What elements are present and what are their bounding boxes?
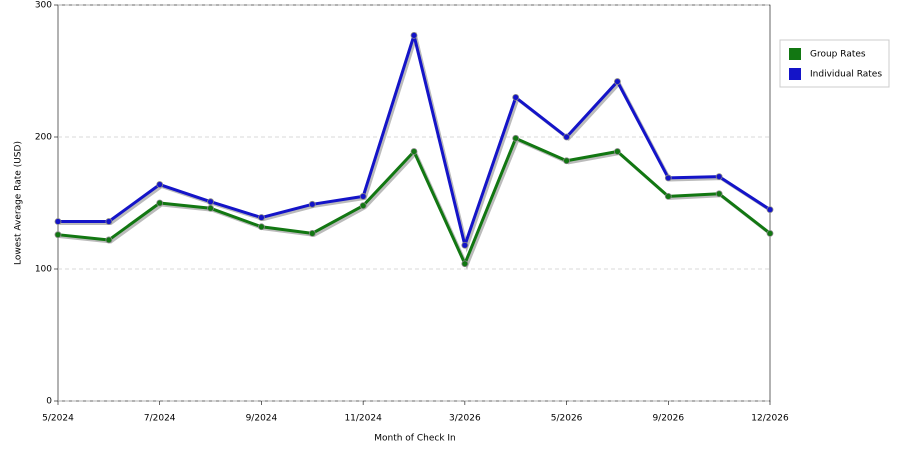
- point: [410, 148, 418, 155]
- legend-label: Individual Rates: [810, 70, 882, 80]
- point: [156, 181, 164, 188]
- x-tick-label: 3/2026: [449, 414, 481, 424]
- y-tick-label: 0: [46, 397, 52, 407]
- point: [207, 198, 214, 206]
- y-axis-label: Lowest Average Rate (USD): [14, 141, 24, 265]
- point: [156, 199, 164, 207]
- point: [54, 231, 62, 239]
- legend-swatch: [789, 68, 801, 80]
- point: [308, 200, 316, 208]
- x-tick-label: 9/2026: [652, 414, 684, 424]
- x-tick-label: 5/2024: [42, 414, 74, 424]
- point: [715, 173, 723, 181]
- x-tick-label: 9/2024: [246, 414, 278, 424]
- point: [715, 190, 723, 198]
- x-tick-label: 11/2024: [344, 414, 382, 424]
- point: [359, 192, 367, 200]
- point: [614, 78, 621, 85]
- x-axis-label: Month of Check In: [374, 434, 456, 444]
- y-tick-label: 200: [35, 133, 52, 143]
- point: [664, 174, 672, 182]
- x-tick-label: 7/2024: [144, 414, 176, 424]
- point: [512, 134, 520, 142]
- point: [664, 192, 672, 200]
- point: [461, 260, 469, 268]
- point: [207, 204, 214, 212]
- point: [308, 229, 316, 237]
- point: [258, 214, 265, 221]
- point: [105, 218, 113, 225]
- y-tick-label: 300: [35, 1, 52, 11]
- point: [258, 223, 265, 231]
- point: [410, 31, 418, 39]
- legend-label: Group Rates: [810, 50, 866, 60]
- plot-frame: [57, 4, 771, 402]
- point: [512, 94, 520, 101]
- point: [614, 148, 621, 155]
- point: [766, 229, 774, 237]
- point: [766, 206, 774, 214]
- point: [461, 241, 469, 249]
- x-tick-label: 12/2026: [751, 414, 789, 424]
- point: [563, 133, 570, 141]
- point: [105, 236, 113, 244]
- y-tick-label: 100: [35, 265, 52, 275]
- x-tick-label: 5/2026: [551, 414, 583, 424]
- point: [359, 202, 367, 210]
- point: [54, 218, 62, 225]
- legend-swatch: [789, 48, 801, 60]
- point: [563, 157, 570, 165]
